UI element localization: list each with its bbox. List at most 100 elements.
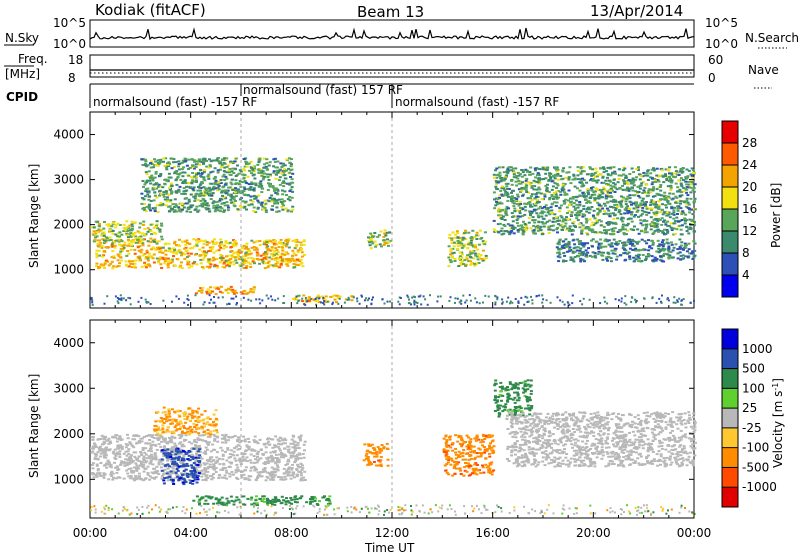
echo-cell: [250, 239, 254, 242]
echo-cell: [563, 193, 567, 196]
echo-cell: [460, 242, 464, 245]
echo-cell: [164, 257, 167, 260]
echo-cell: [106, 295, 109, 298]
freq-panel: Freq. [MHz] 18 8 60 0 Nave: [4, 52, 779, 89]
echo-cell: [156, 211, 160, 213]
echo-cell: [95, 235, 99, 238]
echo-cell: [693, 299, 695, 302]
echo-cell: [472, 249, 476, 252]
echo-cell: [410, 303, 412, 306]
echo-cell: [668, 172, 671, 175]
echo-cell: [234, 244, 238, 247]
echo-cell: [223, 474, 227, 477]
echo-cell: [481, 240, 485, 243]
echo-cell: [224, 288, 228, 291]
echo-cell: [659, 248, 663, 251]
echo-cell: [170, 157, 174, 160]
echo-cell: [576, 174, 580, 177]
echo-cell: [647, 211, 651, 214]
echo-cell: [514, 167, 518, 170]
echo-cell: [187, 174, 191, 177]
echo-cell: [585, 173, 589, 176]
echo-cell: [657, 217, 660, 220]
echo-cell: [677, 220, 680, 223]
echo-cell: [546, 207, 550, 210]
echo-cell: [250, 172, 253, 175]
echo-cell: [636, 228, 640, 231]
echo-cell: [181, 159, 185, 162]
echo-cell: [145, 301, 148, 304]
echo-cell: [166, 163, 170, 166]
echo-cell: [531, 299, 534, 302]
echo-cell: [638, 205, 642, 208]
echo-cell: [581, 177, 585, 180]
echo-cell: [203, 463, 207, 466]
echo-cell: [127, 453, 131, 455]
echo-cell: [606, 190, 610, 193]
echo-cell: [645, 231, 649, 234]
echo-cell: [107, 264, 111, 267]
echo-cell: [693, 183, 697, 186]
echo-cell: [516, 195, 520, 198]
echo-cell: [213, 210, 217, 213]
echo-cell: [692, 224, 696, 227]
echo-cell: [372, 296, 374, 299]
echo-cell: [262, 241, 266, 244]
echo-cell: [373, 240, 377, 243]
echo-cell: [190, 265, 194, 268]
echo-cell: [632, 179, 635, 182]
echo-cell: [202, 243, 206, 245]
echo-cell: [661, 213, 665, 216]
echo-cell: [661, 247, 665, 250]
echo-cell: [537, 216, 541, 219]
echo-cell: [662, 260, 666, 263]
echo-cell: [286, 264, 290, 267]
echo-cell: [168, 259, 172, 262]
echo-cell: [155, 472, 158, 474]
echo-cell: [620, 205, 623, 208]
echo-cell: [633, 194, 637, 197]
echo-cell: [208, 182, 212, 185]
echo-cell: [580, 232, 584, 235]
echo-cell: [176, 173, 180, 175]
echo-cell: [147, 198, 151, 201]
echo-cell: [261, 299, 264, 302]
echo-cell: [146, 227, 150, 230]
echo-cell: [128, 229, 132, 232]
echo-cell: [150, 450, 153, 453]
echo-cell: [157, 185, 161, 188]
freq-left-tick-top: 18: [68, 53, 83, 67]
echo-cell: [276, 258, 280, 261]
echo-cell: [274, 299, 277, 302]
echo-cell: [612, 230, 616, 233]
echo-cell: [559, 204, 563, 207]
echo-cell: [172, 453, 176, 456]
echo-cell: [356, 297, 359, 300]
echo-cell: [100, 245, 104, 247]
echo-cell: [657, 207, 661, 210]
echo-cell: [539, 225, 543, 228]
echo-cell: [476, 255, 479, 258]
echo-cell: [527, 300, 530, 303]
echo-cell: [243, 450, 247, 453]
echo-cell: [634, 207, 638, 210]
echo-cell: [599, 196, 603, 199]
echo-cell: [165, 200, 169, 203]
echo-cell: [203, 200, 207, 202]
echo-cell: [213, 301, 216, 304]
echo-cell: [647, 239, 650, 242]
echo-cell: [263, 262, 267, 264]
echo-cell: [159, 445, 163, 448]
echo-cell: [182, 160, 186, 163]
echo-cell: [607, 252, 611, 255]
echo-cell: [116, 300, 119, 303]
echo-cell: [153, 164, 157, 167]
echo-cell: [216, 440, 220, 443]
echo-cell: [126, 437, 130, 440]
echo-cell: [117, 255, 121, 258]
echo-cell: [512, 175, 516, 178]
echo-cell: [170, 250, 174, 253]
echo-cell: [509, 169, 513, 172]
echo-cell: [178, 461, 182, 464]
echo-cell: [473, 262, 477, 265]
